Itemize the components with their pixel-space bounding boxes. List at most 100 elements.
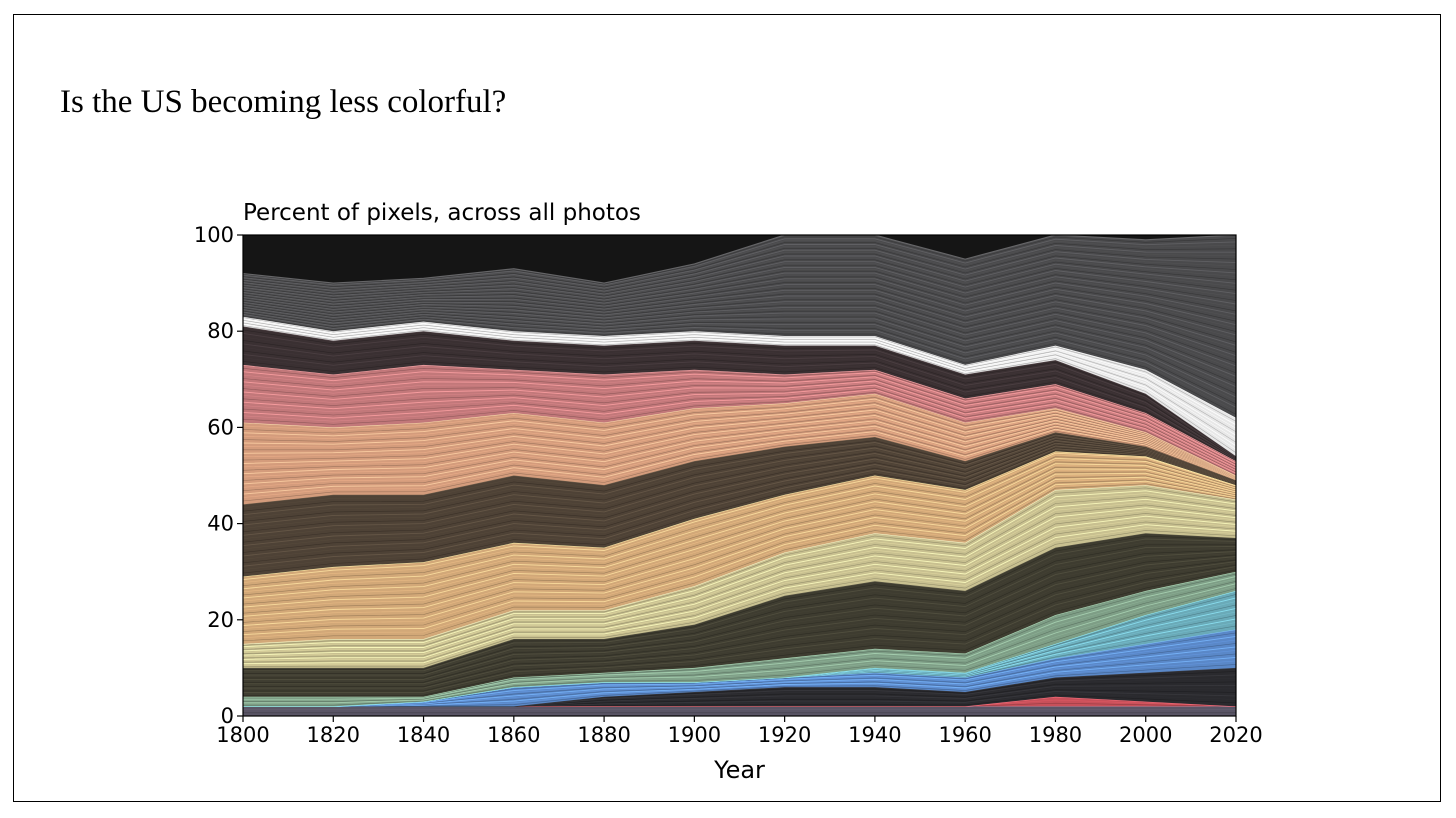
area-stripe [243, 263, 1236, 299]
area-stripe [243, 240, 1236, 287]
area-stripe [243, 530, 1236, 667]
area-stripe [243, 422, 1236, 479]
area-stripe [243, 244, 1236, 289]
area-stripe [243, 407, 1236, 478]
area-stripe [243, 437, 1236, 526]
area-stripe [243, 272, 1236, 305]
area-band [243, 706, 1236, 716]
area-stripe [243, 248, 1236, 291]
area-stripe [243, 435, 1236, 519]
area-stripe [243, 390, 1236, 475]
area-stripe [243, 432, 1236, 509]
x-tick-label: 2000 [1119, 723, 1172, 747]
area-stripe [243, 524, 1236, 665]
area-stripe [243, 305, 1236, 370]
area-stripe [243, 261, 1236, 298]
area-stripe [243, 581, 1236, 702]
x-axis: 1800 1820 1840 1860 1880 1900 1920 1940 1960 1980… [216, 716, 1263, 747]
area-stripe [243, 664, 1236, 707]
area-stripe [243, 236, 1236, 285]
area-stripe [243, 470, 1236, 611]
area-edge [243, 235, 1236, 284]
area-stripe [243, 504, 1236, 655]
y-tick-label: 0 [221, 704, 234, 728]
area-stripe [243, 413, 1236, 478]
area-stripe [243, 282, 1236, 322]
area-stripe [243, 350, 1236, 460]
area-stripe [243, 293, 1236, 343]
area-stripe [243, 302, 1236, 360]
area-stripe [243, 389, 1236, 474]
area-stripe [243, 426, 1236, 488]
area-stripe [243, 386, 1236, 472]
area-stripe [243, 395, 1236, 476]
plot-frame [242, 234, 1237, 717]
area-stripe [243, 238, 1236, 286]
x-axis-label: Year [713, 756, 765, 784]
area-stripe [243, 521, 1236, 663]
area-stripe [243, 380, 1236, 469]
area-stripe [243, 288, 1236, 332]
area-stripe [243, 507, 1236, 656]
area-stripe [243, 270, 1236, 303]
area-stripe [243, 416, 1236, 479]
area-stripe [243, 383, 1236, 470]
area-stripe [243, 291, 1236, 339]
area-stripe [243, 438, 1236, 529]
area-layers [243, 235, 1236, 716]
area-stripe [243, 578, 1236, 701]
area-stripe [243, 454, 1236, 583]
area-stripe [243, 317, 1236, 422]
area-band [243, 393, 1236, 505]
area-stripe [243, 549, 1236, 679]
area-stripe [243, 478, 1236, 629]
area-stripe [243, 332, 1236, 458]
area-stripe [243, 430, 1236, 502]
area-stripe [243, 320, 1236, 433]
area-stripe [243, 442, 1236, 547]
y-tick-label: 80 [207, 319, 234, 343]
area-stripe [243, 456, 1236, 586]
area-stripe [243, 382, 1236, 469]
area-stripe [243, 474, 1236, 620]
area-stripe [243, 527, 1236, 666]
area-stripe [243, 457, 1236, 590]
area-stripe [243, 513, 1236, 659]
area-stripe [243, 323, 1236, 447]
area-stripe [243, 301, 1236, 357]
area-stripe [243, 373, 1236, 464]
area-stripe [243, 347, 1236, 460]
y-tick-label: 20 [207, 608, 234, 632]
area-stripe [243, 551, 1236, 680]
area-stripe [243, 441, 1236, 539]
area-stripe [243, 496, 1236, 650]
area-stripe [243, 466, 1236, 605]
area-stripe [243, 357, 1236, 461]
x-tick-label: 1960 [938, 723, 991, 747]
area-stripe [243, 374, 1236, 465]
area-stripe [243, 319, 1236, 429]
area-stripe [243, 448, 1236, 567]
area-stripe [243, 461, 1236, 596]
area-stripe [243, 554, 1236, 683]
area-stripe [243, 444, 1236, 553]
area-stripe [243, 439, 1236, 533]
area-stripe [243, 289, 1236, 336]
area-stripe [243, 498, 1236, 652]
area-stripe [243, 367, 1236, 463]
area-stripe [243, 433, 1236, 512]
area-stripe [243, 322, 1236, 443]
area-stripe [243, 459, 1236, 593]
area-stripe [243, 409, 1236, 478]
area-stripe [243, 379, 1236, 468]
area-stripe [243, 561, 1236, 689]
area-stripe [243, 656, 1236, 707]
area-stripe [243, 482, 1236, 638]
area-stripe [243, 487, 1236, 646]
area-stripe [243, 557, 1236, 686]
area-stripe [243, 569, 1236, 696]
slide-title: Is the US becoming less colorful? [60, 84, 507, 120]
area-stripe [243, 447, 1236, 564]
area-stripe [243, 304, 1236, 367]
